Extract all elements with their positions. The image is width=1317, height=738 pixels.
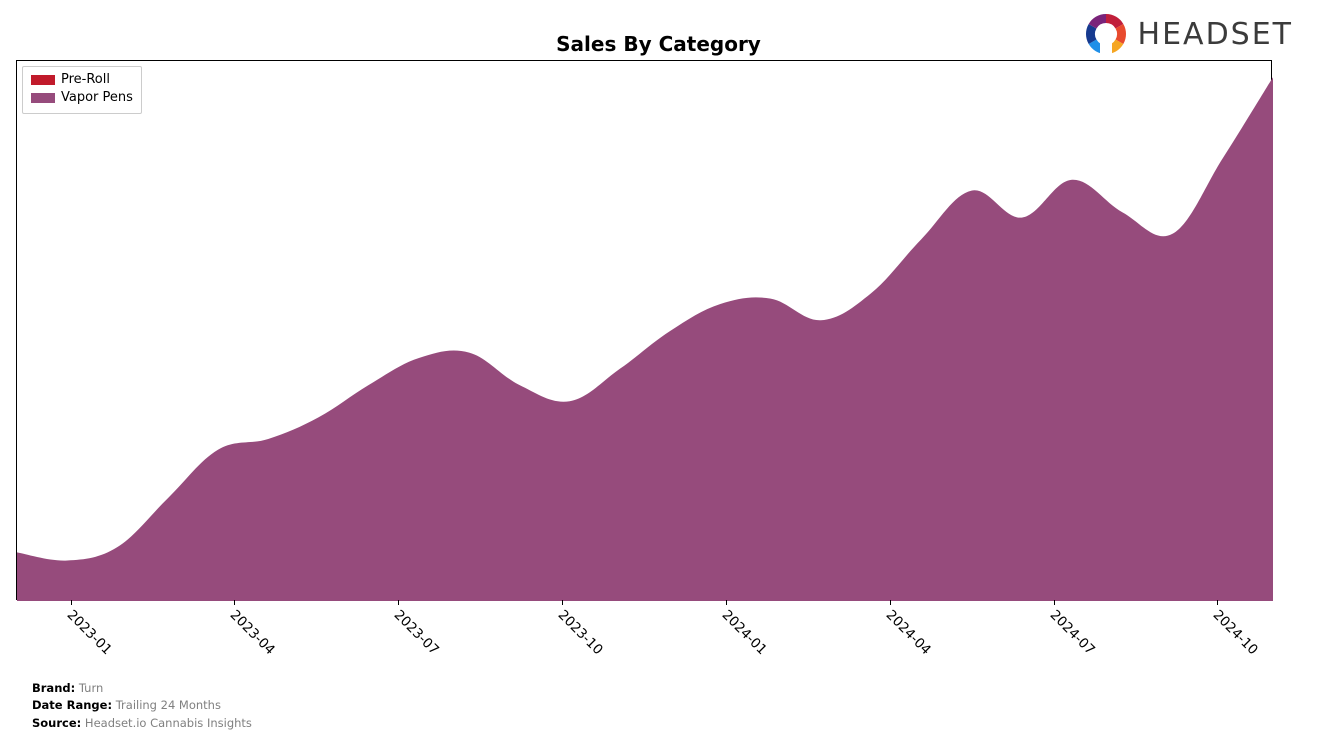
footer-key: Source: <box>32 716 81 730</box>
xtick-mark <box>71 600 72 605</box>
xtick-mark <box>234 600 235 605</box>
xtick-label: 2024-07 <box>1046 607 1097 658</box>
legend-label: Pre-Roll <box>61 71 110 89</box>
footer-key: Date Range: <box>32 698 112 712</box>
footer-value: Turn <box>79 681 103 695</box>
xtick-label: 2023-07 <box>391 607 442 658</box>
legend-swatch <box>31 75 55 85</box>
brand-logo-text: HEADSET <box>1138 17 1293 52</box>
series-vapor-pens <box>17 77 1273 601</box>
xtick-label: 2023-01 <box>63 607 114 658</box>
legend-item: Pre-Roll <box>31 71 133 89</box>
legend-swatch <box>31 93 55 103</box>
legend: Pre-Roll Vapor Pens <box>22 66 142 114</box>
footer-key: Brand: <box>32 681 75 695</box>
footer-line: Date Range: Trailing 24 Months <box>32 697 252 714</box>
xtick-label: 2023-10 <box>555 607 606 658</box>
chart-container: Sales By Category HEADSET Pre-Roll Vapor… <box>0 0 1317 738</box>
footer-value: Headset.io Cannabis Insights <box>85 716 252 730</box>
footer-line: Source: Headset.io Cannabis Insights <box>32 715 252 732</box>
xtick-label: 2023-04 <box>227 607 278 658</box>
xtick-label: 2024-10 <box>1210 607 1261 658</box>
xtick-mark <box>1217 600 1218 605</box>
footer-value: Trailing 24 Months <box>116 698 221 712</box>
xtick-mark <box>562 600 563 605</box>
xtick-mark <box>726 600 727 605</box>
legend-label: Vapor Pens <box>61 89 133 107</box>
xtick-mark <box>1054 600 1055 605</box>
xtick-label: 2024-04 <box>882 607 933 658</box>
brand-logo: HEADSET <box>1084 12 1293 56</box>
xtick-label: 2024-01 <box>719 607 770 658</box>
xtick-mark <box>398 600 399 605</box>
xtick-mark <box>890 600 891 605</box>
headset-ring-icon <box>1084 12 1128 56</box>
footer-line: Brand: Turn <box>32 680 252 697</box>
plot-area <box>16 60 1272 600</box>
area-chart-svg <box>17 61 1273 601</box>
legend-item: Vapor Pens <box>31 89 133 107</box>
chart-footer: Brand: Turn Date Range: Trailing 24 Mont… <box>32 680 252 732</box>
